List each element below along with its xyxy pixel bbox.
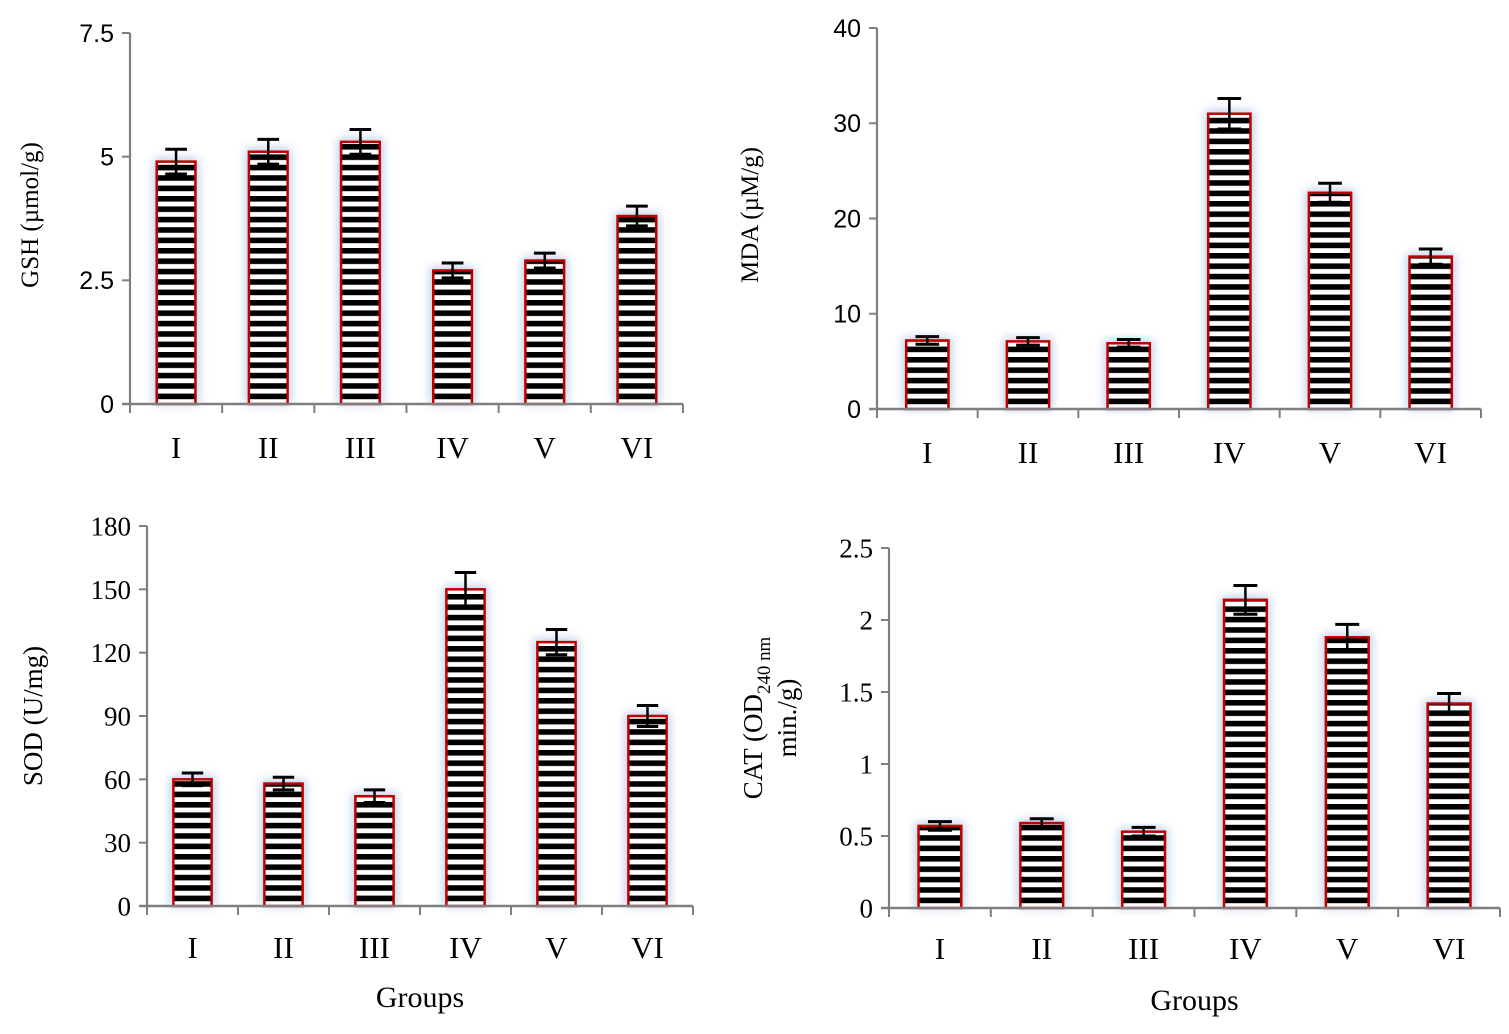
x-category-label: II [1031, 931, 1052, 966]
y-tick-label: 2.5 [79, 267, 114, 295]
y-tick-label: 0 [847, 396, 861, 424]
x-category-label: II [1018, 435, 1039, 470]
x-category-label: IV [1213, 435, 1246, 470]
x-category-label: VI [1414, 435, 1447, 470]
y-axis-title: SOD (U/mg) [18, 646, 48, 786]
x-category-label: III [345, 430, 376, 465]
bar-III [339, 140, 382, 406]
y-tick-label: 10 [833, 301, 861, 329]
x-category-label: II [258, 430, 279, 465]
bar-V [1324, 636, 1370, 910]
x-category-label: III [359, 930, 390, 965]
x-category-label: IV [1229, 931, 1262, 966]
bar-VI [627, 714, 668, 908]
bar-III [1106, 342, 1152, 411]
x-category-label: V [1336, 931, 1359, 966]
bar-III [1120, 830, 1167, 910]
x-category-label: V [534, 430, 557, 465]
bar-I [917, 824, 963, 910]
bar-II [247, 150, 289, 406]
x-category-label: II [273, 930, 294, 965]
bar-II [1005, 340, 1051, 411]
y-tick-label: 2 [860, 605, 874, 635]
bar-VI [616, 214, 658, 406]
x-category-label: I [171, 430, 181, 465]
y-tick-label: 7.5 [79, 20, 114, 48]
bar-I [172, 778, 213, 908]
bar-V [536, 640, 577, 908]
x-category-label: III [1113, 435, 1144, 470]
bar-IV [431, 269, 474, 406]
x-category-label: IV [449, 930, 482, 965]
y-tick-label: 120 [91, 638, 132, 668]
y-tick-label: 180 [91, 511, 132, 541]
y-tick-label: 20 [833, 205, 861, 233]
bar-II [263, 782, 304, 908]
x-category-label: I [187, 930, 197, 965]
y-axis-title-line2: min./g) [772, 679, 802, 758]
y-tick-label: 0 [118, 891, 132, 921]
bar-I [904, 339, 950, 411]
bar-V [524, 259, 566, 406]
bar-IV [445, 588, 486, 908]
bar-II [1019, 821, 1065, 910]
y-tick-label: 2.5 [839, 533, 873, 563]
y-tick-label: 1 [860, 749, 874, 779]
y-tick-label: 0 [100, 391, 114, 419]
y-axis-title-subscript: 240 nm [754, 636, 775, 694]
x-category-label: VI [631, 930, 664, 965]
x-category-label: V [1319, 435, 1342, 470]
bar-IV [1222, 598, 1269, 910]
y-tick-label: 40 [833, 15, 861, 43]
x-category-label: VI [621, 430, 654, 465]
bar-VI [1408, 255, 1454, 411]
x-axis-title: Groups [376, 981, 464, 1014]
y-tick-label: 1.5 [839, 677, 873, 707]
y-axis-title: MDA (µM/g) [737, 147, 764, 283]
y-axis-title: GSH (µmol/g) [17, 142, 44, 288]
y-tick-label: 30 [833, 110, 861, 138]
bar-V [1307, 191, 1353, 411]
y-tick-label: 0.5 [839, 821, 873, 851]
x-category-label: III [1128, 931, 1159, 966]
bar-IV [1206, 112, 1252, 411]
bar-III [354, 794, 395, 908]
y-axis-title-main: CAT (OD [738, 694, 768, 799]
x-category-label: IV [436, 430, 469, 465]
x-category-label: I [935, 931, 945, 966]
x-category-label: VI [1433, 931, 1466, 966]
y-axis-title: CAT (OD240 nmmin./g) [738, 636, 802, 799]
bar-I [155, 160, 197, 406]
y-tick-label: 90 [104, 701, 131, 731]
y-tick-label: 5 [100, 143, 114, 171]
x-category-label: V [545, 930, 568, 965]
y-tick-label: 60 [104, 765, 131, 795]
bar-VI [1426, 702, 1472, 910]
x-category-label: I [922, 435, 932, 470]
y-tick-label: 150 [91, 575, 132, 605]
x-axis-title: Groups [1150, 984, 1238, 1017]
y-tick-label: 0 [860, 893, 874, 923]
y-tick-label: 30 [104, 828, 131, 858]
